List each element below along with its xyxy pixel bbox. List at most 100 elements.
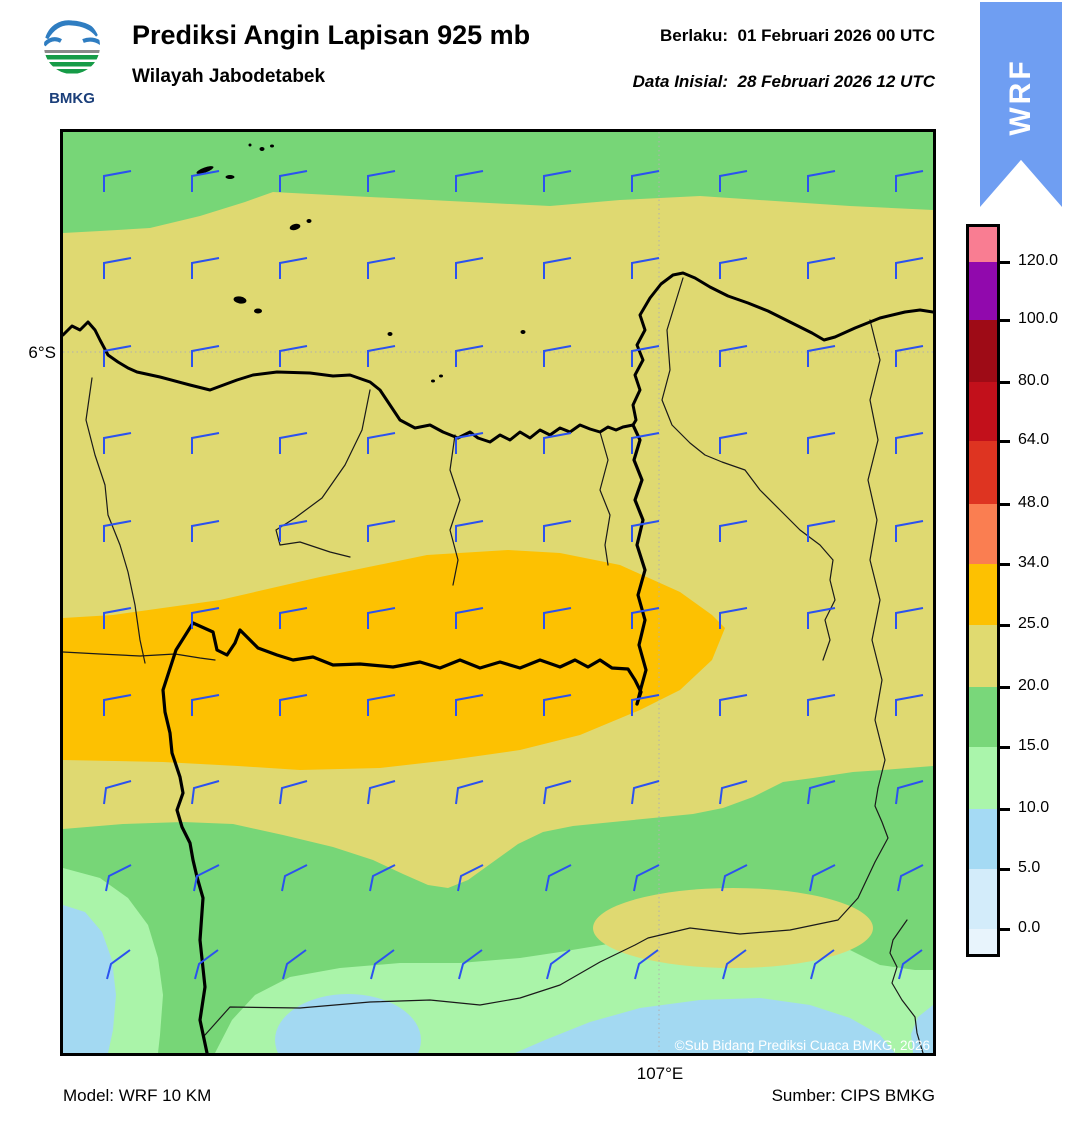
- wind-barb: [543, 170, 572, 192]
- colorbar-tick: [1000, 623, 1010, 627]
- wind-barb: [631, 257, 660, 279]
- wind-barb: [279, 607, 308, 629]
- colorbar-segment: [969, 747, 997, 809]
- wind-barb: [455, 345, 484, 367]
- map-frame: ©Sub Bidang Prediksi Cuaca BMKG, 2026: [60, 129, 936, 1056]
- wind-barb: [895, 432, 924, 454]
- wind-barb: [279, 432, 308, 454]
- wind-barb: [103, 520, 132, 542]
- wind-barb: [455, 694, 484, 716]
- wind-barb: [370, 949, 395, 980]
- colorbar-tick-label: 34.0: [1018, 554, 1050, 571]
- colorbar-tick-label: 10.0: [1018, 799, 1050, 816]
- colorbar-segment: [969, 262, 997, 320]
- wind-barb: [810, 949, 835, 980]
- wind-barb: [809, 864, 836, 892]
- colorbar-tick: [1000, 745, 1010, 749]
- wind-barb: [895, 345, 924, 367]
- wind-barb: [543, 694, 572, 716]
- wind-barb: [103, 345, 132, 367]
- wind-barb: [455, 432, 484, 454]
- wind-barb: [191, 520, 220, 542]
- wind-barb: [631, 345, 660, 367]
- bmkg-logo: BMKG: [44, 18, 100, 107]
- wind-barb: [807, 520, 836, 542]
- wind-barb: [191, 345, 220, 367]
- wrf-ribbon-text: WRF: [1004, 58, 1037, 136]
- model-label: Model: WRF 10 KM: [63, 1086, 212, 1105]
- wind-barb: [367, 694, 396, 716]
- valid-time-value: 01 Februari 2026 00 UTC: [737, 26, 935, 45]
- colorbar-tick: [1000, 867, 1010, 871]
- wrf-ribbon: WRF: [980, 2, 1062, 207]
- wind-barb: [279, 345, 308, 367]
- wind-barb: [719, 520, 748, 542]
- wind-barb: [282, 949, 307, 980]
- wind-barb: [719, 170, 748, 192]
- wind-barb: [103, 780, 132, 805]
- wind-barb: [898, 949, 923, 980]
- wind-speed-colorbar: 120.0 100.0 80.0 64.0 48.0 34.0 25.0 20.0 15.0 10…: [966, 224, 1081, 957]
- wind-barb: [895, 780, 924, 805]
- page-title: Prediksi Angin Lapisan 925 mb: [132, 20, 531, 50]
- valid-time-line: Berlaku: 01 Februari 2026 00 UTC: [660, 26, 935, 46]
- colorbar-tick-label: 64.0: [1018, 431, 1050, 448]
- colorbar-tick-label: 20.0: [1018, 677, 1050, 694]
- wind-barb: [807, 257, 836, 279]
- wind-barb: [807, 780, 836, 805]
- wind-barb: [457, 864, 484, 892]
- colorbar-segment: [969, 809, 997, 869]
- wind-barb: [191, 257, 220, 279]
- colorbar-tick: [1000, 927, 1010, 931]
- source-label: Sumber: CIPS BMKG: [771, 1086, 935, 1105]
- admin-boundaries: [63, 277, 924, 1053]
- wind-barb: [103, 607, 132, 629]
- colorbar-segment: [969, 869, 997, 929]
- wind-barb: [631, 607, 660, 629]
- wind-barb: [367, 432, 396, 454]
- wind-barb: [455, 607, 484, 629]
- wind-barb: [807, 432, 836, 454]
- wind-barb: [194, 949, 219, 980]
- colorbar-tick-label: 15.0: [1018, 737, 1050, 754]
- wind-barb: [634, 949, 659, 980]
- wind-barb: [543, 607, 572, 629]
- colorbar-tick: [1000, 439, 1010, 443]
- wind-barb: [455, 780, 484, 805]
- wind-barb: [719, 780, 748, 805]
- wind-barb: [279, 694, 308, 716]
- colorbar-tick-label: 120.0: [1018, 252, 1059, 269]
- wind-barb: [807, 694, 836, 716]
- wind-barb: [455, 170, 484, 192]
- wind-barb: [895, 607, 924, 629]
- wind-barb: [897, 864, 924, 892]
- wind-barb: [367, 780, 396, 805]
- wind-barb: [807, 170, 836, 192]
- wind-map: ©Sub Bidang Prediksi Cuaca BMKG, 2026: [63, 132, 933, 1053]
- wind-barb: [103, 694, 132, 716]
- wind-barb: [719, 607, 748, 629]
- wind-barb: [895, 694, 924, 716]
- wind-barb: [367, 170, 396, 192]
- shade-green-top-band: [63, 132, 933, 233]
- wind-barb: [545, 864, 572, 892]
- wind-barb: [895, 257, 924, 279]
- wind-barb: [279, 520, 308, 542]
- wind-barb: [191, 607, 220, 629]
- wind-barb: [279, 257, 308, 279]
- wind-barb: [367, 607, 396, 629]
- colorbar-tick-label: 80.0: [1018, 372, 1050, 389]
- wind-barb: [807, 607, 836, 629]
- colorbar-segment: [969, 441, 997, 504]
- wind-barb: [722, 949, 747, 980]
- wind-barb: [279, 780, 308, 805]
- wind-barb: [721, 864, 748, 892]
- wind-barb: [719, 345, 748, 367]
- shade-lightblue-center: [275, 994, 421, 1053]
- colorbar-tick-label: 25.0: [1018, 615, 1050, 632]
- colorbar-tick-label: 48.0: [1018, 494, 1050, 511]
- colorbar-segment: [969, 382, 997, 441]
- colorbar-segment: [969, 227, 997, 262]
- wind-barb: [631, 780, 660, 805]
- page-subtitle: Wilayah Jabodetabek: [132, 66, 326, 87]
